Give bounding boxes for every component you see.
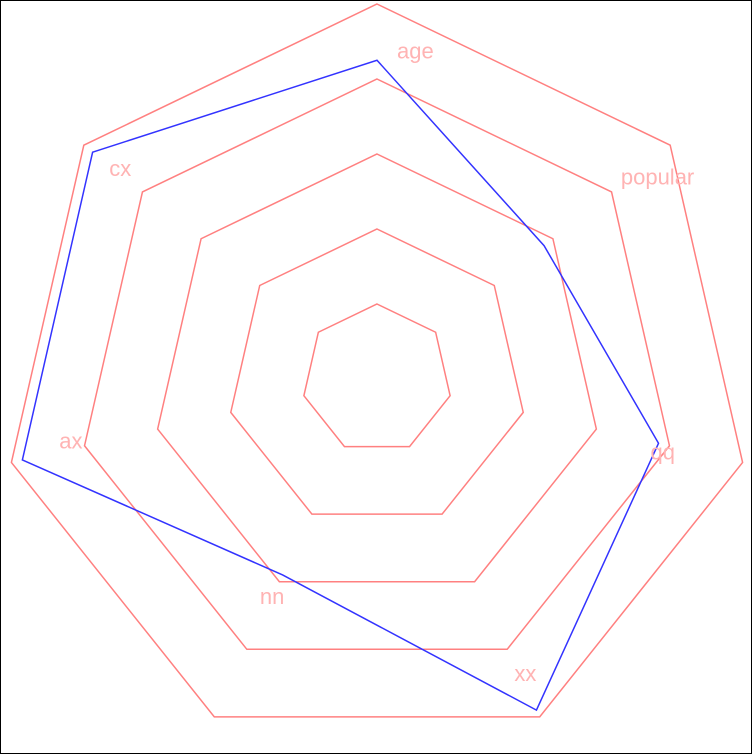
axis-label-qq: qq xyxy=(651,439,675,464)
axis-label-cx: cx xyxy=(109,156,131,181)
axis-labels: age popular qq xx nn ax cx xyxy=(59,39,694,687)
grid-ring-1 xyxy=(303,303,451,448)
axis-label-xx: xx xyxy=(514,661,536,686)
grid-ring-3 xyxy=(156,153,598,583)
grid-ring-4 xyxy=(83,78,671,651)
axis-label-age: age xyxy=(397,39,434,64)
axis-label-popular: popular xyxy=(621,165,694,190)
grid-rings xyxy=(10,3,744,718)
axis-label-nn: nn xyxy=(260,584,284,609)
series-layer xyxy=(21,59,660,712)
axis-label-ax: ax xyxy=(59,428,82,453)
series-line-1 xyxy=(21,59,660,712)
grid-ring-5 xyxy=(10,3,744,718)
grid-ring-2 xyxy=(229,228,525,515)
